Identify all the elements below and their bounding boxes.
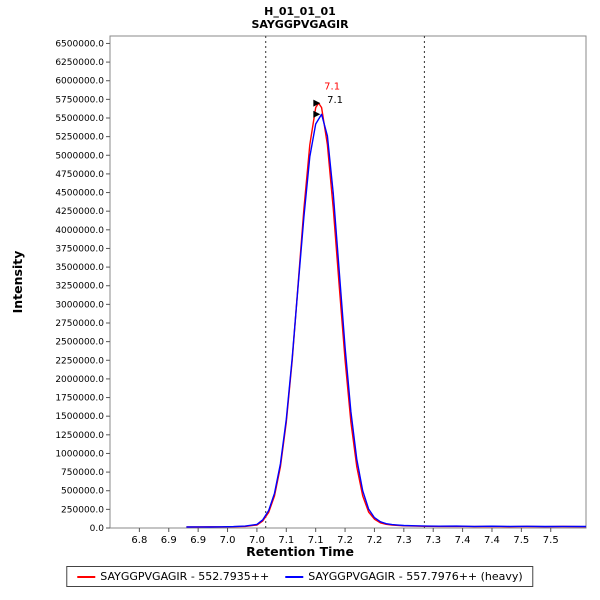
svg-text:1000000.0: 1000000.0 — [55, 449, 104, 459]
svg-text:7.0: 7.0 — [220, 535, 236, 546]
peak-annotations: 7.17.1 — [313, 82, 343, 118]
svg-text:5000000.0: 5000000.0 — [55, 151, 104, 161]
svg-text:5500000.0: 5500000.0 — [55, 114, 104, 124]
svg-text:7.2: 7.2 — [366, 535, 382, 546]
svg-text:2750000.0: 2750000.0 — [55, 319, 104, 329]
svg-text:5750000.0: 5750000.0 — [55, 95, 104, 105]
legend-label-heavy: SAYGGPVGAGIR - 557.7976++ (heavy) — [308, 570, 523, 583]
legend-line-swatch-blue — [285, 575, 304, 578]
svg-text:1750000.0: 1750000.0 — [55, 394, 104, 404]
svg-text:7.5: 7.5 — [543, 535, 559, 546]
series-line-0 — [186, 102, 587, 528]
svg-text:4500000.0: 4500000.0 — [55, 189, 104, 199]
integration-boundaries[interactable] — [265, 36, 425, 528]
peak-rt-label: 7.1 — [324, 82, 340, 93]
svg-text:3750000.0: 3750000.0 — [55, 244, 104, 254]
svg-text:7.4: 7.4 — [455, 535, 471, 546]
svg-text:7.5: 7.5 — [513, 535, 529, 546]
svg-text:1500000.0: 1500000.0 — [55, 412, 104, 422]
svg-text:7.1: 7.1 — [278, 535, 294, 546]
legend: SAYGGPVGAGIR - 552.7935++ SAYGGPVGAGIR -… — [66, 566, 534, 587]
svg-text:7.1: 7.1 — [308, 535, 324, 546]
svg-text:500000.0: 500000.0 — [61, 487, 104, 497]
svg-text:6.9: 6.9 — [161, 535, 177, 546]
svg-text:2000000.0: 2000000.0 — [55, 375, 104, 385]
chart-title-run: H_01_01_01 — [264, 5, 336, 18]
legend-entry-heavy: SAYGGPVGAGIR - 557.7976++ (heavy) — [285, 570, 523, 583]
x-axis-ticks: 6.8 6.9 6.9 7.0 7.0 7.1 7.1 7.2 7.2 7.3 7.3 7.4 7.4 7… — [131, 528, 559, 546]
y-axis-ticks: 6500000.0 6250000.0 6000000.0 5750000.0 5500… — [55, 39, 110, 534]
peak-rt-label: 7.1 — [327, 95, 343, 106]
legend-label-light: SAYGGPVGAGIR - 552.7935++ — [100, 570, 270, 583]
series-line-1 — [186, 113, 587, 528]
svg-text:7.0: 7.0 — [249, 535, 265, 546]
peak-pointer-icon — [313, 99, 321, 107]
svg-text:7.2: 7.2 — [337, 535, 353, 546]
svg-text:250000.0: 250000.0 — [61, 505, 104, 515]
svg-text:5250000.0: 5250000.0 — [55, 133, 104, 143]
svg-text:4750000.0: 4750000.0 — [55, 170, 104, 180]
svg-text:6.9: 6.9 — [190, 535, 206, 546]
svg-text:7.4: 7.4 — [484, 535, 500, 546]
legend-line-swatch-red — [77, 575, 96, 578]
chart-title-peptide: SAYGGPVGAGIR — [251, 18, 349, 31]
plot-border — [109, 35, 587, 529]
svg-text:4250000.0: 4250000.0 — [55, 207, 104, 217]
svg-text:3000000.0: 3000000.0 — [55, 300, 104, 310]
svg-text:7.3: 7.3 — [425, 535, 441, 546]
x-axis-title: Retention Time — [246, 544, 354, 559]
svg-text:2500000.0: 2500000.0 — [55, 338, 104, 348]
peak-pointer-icon — [313, 110, 321, 118]
svg-text:4000000.0: 4000000.0 — [55, 226, 104, 236]
legend-entry-light: SAYGGPVGAGIR - 552.7935++ — [77, 570, 269, 583]
svg-text:6500000.0: 6500000.0 — [55, 39, 104, 49]
svg-text:750000.0: 750000.0 — [61, 468, 104, 478]
svg-text:2250000.0: 2250000.0 — [55, 356, 104, 366]
svg-text:7.3: 7.3 — [396, 535, 412, 546]
svg-text:1250000.0: 1250000.0 — [55, 431, 104, 441]
svg-text:3500000.0: 3500000.0 — [55, 263, 104, 273]
svg-text:6250000.0: 6250000.0 — [55, 58, 104, 68]
svg-text:6.8: 6.8 — [131, 535, 147, 546]
svg-text:0.0: 0.0 — [90, 524, 105, 534]
svg-text:3250000.0: 3250000.0 — [55, 282, 104, 292]
svg-text:6000000.0: 6000000.0 — [55, 77, 104, 87]
